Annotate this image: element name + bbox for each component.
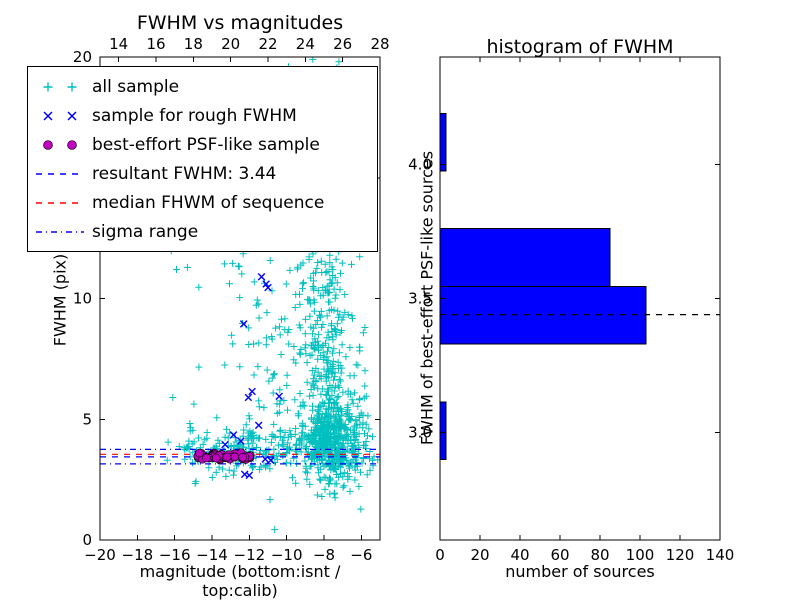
tick-label: 4.0: [408, 155, 432, 173]
tick-label: 20: [221, 35, 240, 53]
tick-label: 80: [590, 546, 609, 564]
histogram-bar: [439, 285, 647, 345]
legend-item-5: sigma range: [28, 217, 377, 246]
legend-box: all sample sample for rough FWHM best-effo…: [27, 66, 378, 252]
right-plot-area: [439, 112, 720, 460]
plus-legend-marker-icon: [28, 76, 92, 98]
left-axes-ticks: [99, 56, 381, 541]
legend-item-label: all sample: [92, 76, 180, 97]
tick-label: 14: [109, 35, 128, 53]
tick-label: 100: [626, 546, 655, 564]
legend-item-label: sigma range: [92, 221, 199, 242]
tick-label: 20: [73, 48, 92, 66]
right-chart-title: histogram of FWHM: [486, 36, 674, 58]
right-axes-ticks: [439, 57, 721, 540]
legend-item-4: median FHWM of sequence: [28, 188, 377, 217]
histogram-bar: [439, 228, 611, 287]
tick-label: 60: [550, 546, 569, 564]
tick-label: 140: [706, 546, 735, 564]
tick-label: 3.0: [408, 424, 432, 442]
tick-label: 120: [666, 546, 695, 564]
tick-label: −12: [234, 546, 266, 564]
histogram-bar: [439, 112, 447, 172]
tick-label: 0: [82, 531, 92, 549]
circle-legend-marker-icon: [28, 134, 92, 156]
legend-item-2: best-effort PSF-like sample: [28, 130, 377, 159]
legend-item-label: sample for rough FWHM: [92, 105, 297, 126]
tick-label: 22: [258, 35, 277, 53]
dashed-legend-marker-icon: [28, 192, 92, 214]
left-chart-title: FWHM vs magnitudes: [136, 12, 344, 34]
dashdot-legend-marker-icon: [28, 221, 92, 243]
dashed-legend-marker-icon: [28, 163, 92, 185]
tick-label: −16: [159, 546, 191, 564]
tick-label: −20: [84, 546, 116, 564]
tick-label: 3.5: [408, 290, 432, 308]
histogram-bar: [439, 401, 447, 460]
legend-item-label: best-effort PSF-like sample: [92, 134, 320, 155]
tick-label: 0: [435, 546, 445, 564]
tick-label: −18: [122, 546, 154, 564]
tick-label: 26: [333, 35, 352, 53]
left-plot-area: [100, 57, 380, 534]
tick-label: −6: [350, 546, 372, 564]
legend-item-3: resultant FWHM: 3.44: [28, 159, 377, 188]
legend-item-label: median FHWM of sequence: [92, 192, 325, 213]
tick-label: 10: [73, 290, 92, 308]
right-chart-xlabel: number of sources: [505, 562, 655, 581]
tick-label: −14: [196, 546, 228, 564]
tick-label: 40: [510, 546, 529, 564]
tick-label: 5: [82, 410, 92, 428]
x-legend-marker-icon: [28, 105, 92, 127]
tick-label: −10: [271, 546, 303, 564]
tick-label: 28: [370, 35, 389, 53]
legend-item-1: sample for rough FWHM: [28, 101, 377, 130]
tick-label: 20: [470, 546, 489, 564]
psf-like-scatter: [193, 448, 255, 465]
left-chart-ylabel: FWHM (pix): [50, 253, 70, 347]
tick-label: −8: [313, 546, 335, 564]
tick-label: 18: [184, 35, 203, 53]
left-chart-xlabel: magnitude (bottom:isnt / top:calib): [139, 562, 341, 600]
tick-label: 24: [296, 35, 315, 53]
legend-item-label: resultant FWHM: 3.44: [92, 163, 277, 184]
legend-item-0: all sample: [28, 72, 377, 101]
right-chart-ylabel: FWHM of best-effort PSF-like sources: [417, 150, 437, 446]
tick-label: 16: [146, 35, 165, 53]
